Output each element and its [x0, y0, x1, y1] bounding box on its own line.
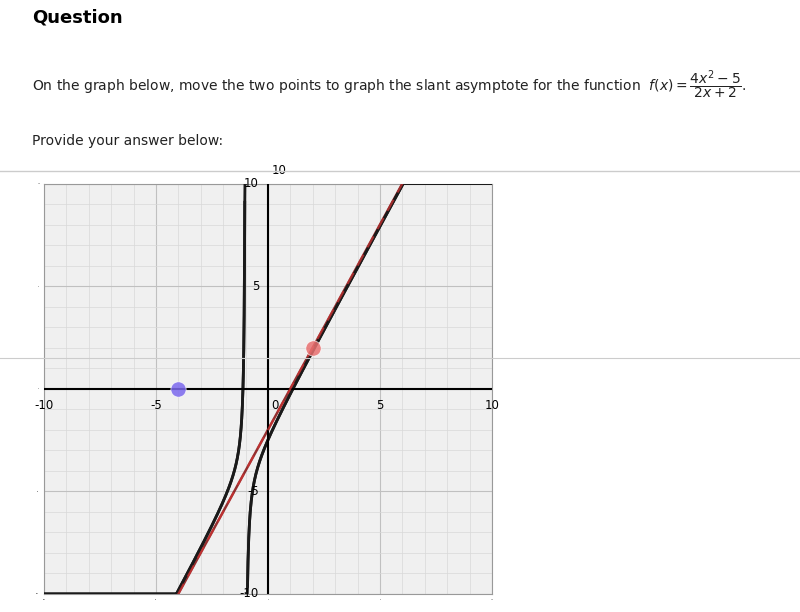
Text: -5: -5 [247, 485, 259, 498]
Text: Question: Question [32, 9, 122, 26]
Text: -5: -5 [150, 399, 162, 412]
Text: On the graph below, move the two points to graph the slant asymptote for the fun: On the graph below, move the two points … [32, 69, 746, 102]
Text: 0: 0 [271, 399, 278, 412]
Text: 10: 10 [244, 177, 259, 190]
Text: 10: 10 [485, 399, 499, 412]
Text: 5: 5 [376, 399, 384, 412]
Text: Provide your answer below:: Provide your answer below: [32, 133, 223, 147]
Text: -10: -10 [34, 399, 54, 412]
Text: 10: 10 [272, 165, 286, 177]
Text: -10: -10 [240, 587, 259, 600]
Text: 5: 5 [252, 280, 259, 293]
